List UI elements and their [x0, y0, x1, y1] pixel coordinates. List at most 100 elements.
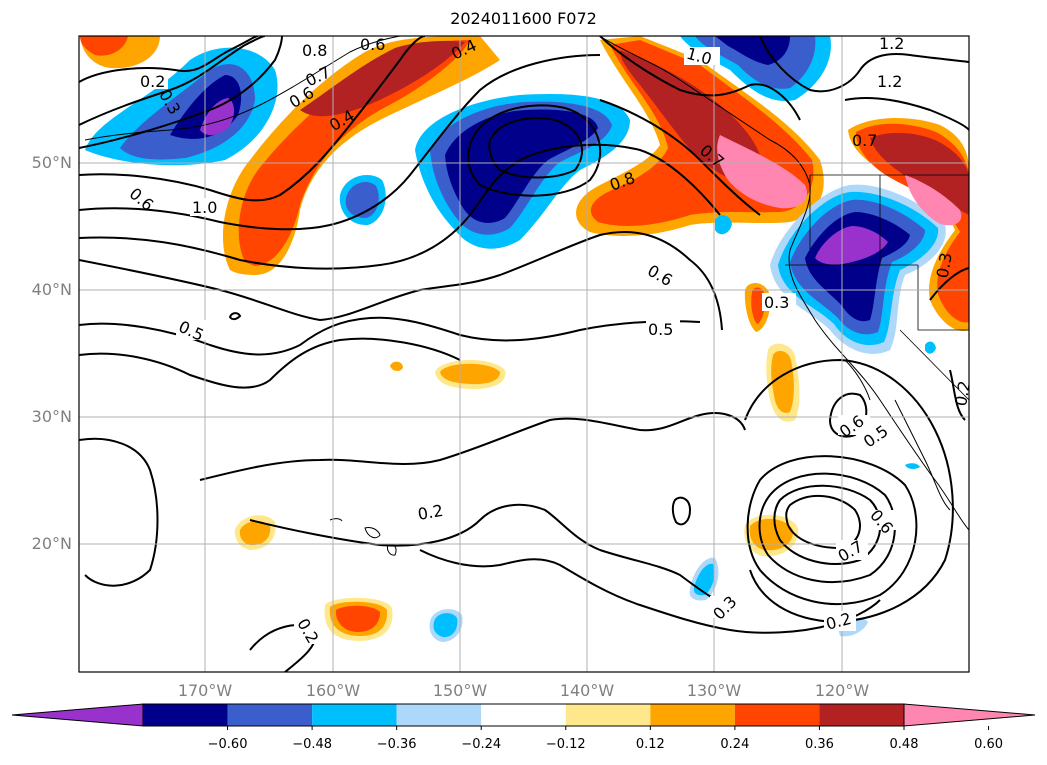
contour-line: [844, 97, 969, 131]
colorbar-tick-label: −0.36: [376, 737, 417, 752]
contour-label-layer: 0.2 0.3 0.6 0.8 0.7 0.6 0.4 0.4 1.0 1.2 …: [126, 34, 974, 647]
colorbar-tick-label: −0.12: [545, 737, 586, 752]
graticule: [79, 36, 969, 672]
contour-line: [599, 36, 801, 121]
longitude-label: 130°W: [686, 681, 742, 700]
latitude-label: 30°N: [31, 407, 72, 426]
colorbar-segment: [734, 704, 820, 726]
negative-anomaly-region: [715, 215, 732, 235]
contour-line: [79, 36, 266, 126]
colorbar-segment: [396, 704, 482, 726]
state-border-layer: [785, 174, 969, 401]
longitude-label: 160°W: [305, 681, 361, 700]
contour-label: 0.3: [764, 293, 789, 312]
contour-label: 0.3: [933, 251, 956, 279]
contour-line: [249, 503, 741, 611]
contour-line: [79, 36, 259, 83]
latitude-label: 50°N: [31, 153, 72, 172]
positive-anomaly-region: [239, 521, 271, 546]
negative-anomaly-region: [445, 109, 598, 223]
contour-line: [929, 267, 969, 301]
positive-anomaly-region: [238, 40, 470, 266]
contour-line: [746, 455, 918, 606]
contour-line: [467, 104, 602, 197]
positive-anomaly-region: [870, 132, 969, 215]
contour-line: [79, 337, 461, 389]
colorbar-segment: [481, 704, 566, 726]
coastline: [844, 359, 871, 401]
negative-anomaly-region: [693, 563, 715, 596]
contour-line: [599, 99, 761, 216]
map-panel: 0.2 0.3 0.6 0.8 0.7 0.6 0.4 0.4 1.0 1.2 …: [78, 34, 974, 673]
contour-line: [759, 36, 969, 93]
contour-label: 1.2: [877, 72, 902, 91]
positive-anomaly-region: [771, 350, 794, 413]
contour-line: [79, 54, 601, 231]
colorbar-tick-label: 0.48: [889, 737, 919, 752]
negative-anomaly-region: [925, 341, 936, 354]
state-border: [899, 329, 969, 401]
contour-label: 0.8: [302, 41, 327, 60]
contour-label: 0.6: [360, 35, 385, 54]
contour-line: [199, 412, 746, 481]
coastline: [599, 36, 969, 531]
contour-line: [671, 496, 692, 526]
longitude-label: 170°W: [177, 681, 233, 700]
contour-label: 0.2: [140, 72, 165, 91]
colorbar-tick-label: 0.60: [974, 737, 1004, 752]
colorbar-extend-max: [903, 703, 1036, 727]
colorbar-tick-label: −0.24: [461, 737, 502, 752]
colorbar-tick-label: 0.36: [804, 737, 834, 752]
contour-line: [79, 437, 159, 587]
contour-label: 1.0: [192, 198, 217, 217]
contour-label: 0.2: [951, 379, 974, 407]
longitude-label: 120°W: [814, 681, 870, 700]
latitude-label: 40°N: [31, 280, 72, 299]
colorbar-tick-label: 0.24: [720, 737, 750, 752]
colorbar-segment: [143, 704, 228, 726]
positive-anomaly-region: [751, 287, 766, 324]
colorbar-segment: [227, 704, 313, 726]
latitude-label: 20°N: [31, 534, 72, 553]
colorbar-tick-label: −0.60: [207, 737, 248, 752]
anomaly-fill-layer: [80, 36, 969, 642]
contour-line: [228, 312, 242, 321]
negative-anomaly-region: [905, 463, 920, 470]
colorbar-outline: [142, 703, 905, 727]
coastline: [329, 518, 343, 522]
contour-line: [79, 36, 426, 202]
contour-label: 0.5: [648, 320, 673, 339]
positive-anomaly-region: [80, 36, 128, 56]
colorbar-tick-label: −0.48: [292, 737, 333, 752]
negative-anomaly-region: [200, 98, 234, 136]
longitude-label: 140°W: [559, 681, 615, 700]
negative-anomaly-region: [433, 613, 458, 638]
contour-line: [79, 36, 283, 149]
positive-anomaly-region: [717, 135, 808, 209]
colorbar-segment: [565, 704, 651, 726]
contour-label: 1.2: [879, 34, 904, 53]
negative-anomaly-region: [815, 226, 888, 265]
colorbar-tick-label: 0.12: [635, 737, 665, 752]
colorbar: [11, 703, 1036, 730]
contour-label: 0.2: [416, 501, 444, 524]
contour-line: [419, 549, 881, 634]
positive-anomaly-region: [905, 175, 962, 226]
colorbar-segment: [312, 704, 397, 726]
coastline: [364, 527, 381, 539]
contour-line: [79, 143, 721, 270]
coastline: [84, 36, 401, 141]
state-border: [917, 265, 969, 331]
positive-anomaly-region: [440, 363, 500, 385]
coastline: [387, 543, 397, 556]
positive-anomaly-region: [390, 361, 403, 371]
contour-line: [79, 316, 701, 356]
positive-anomaly-region: [300, 40, 465, 117]
contour-label: 0.7: [852, 131, 877, 150]
positive-anomaly-region: [335, 605, 380, 632]
longitude-label: 150°W: [432, 681, 488, 700]
map-title: 2024011600 F072: [450, 9, 597, 28]
map-frame: [78, 35, 970, 673]
colorbar-extend-min: [11, 703, 144, 727]
colorbar-segment: [650, 704, 735, 726]
